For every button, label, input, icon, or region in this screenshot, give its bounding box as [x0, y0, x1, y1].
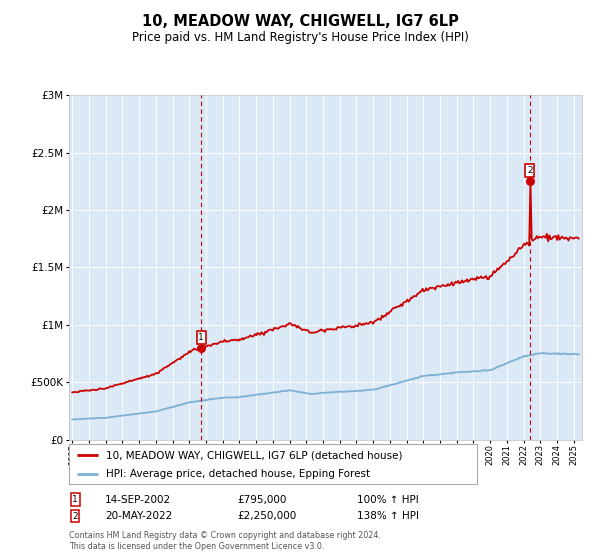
Text: 2: 2 — [527, 166, 533, 175]
Text: 10, MEADOW WAY, CHIGWELL, IG7 6LP: 10, MEADOW WAY, CHIGWELL, IG7 6LP — [142, 14, 458, 29]
Text: £2,250,000: £2,250,000 — [237, 511, 296, 521]
Text: This data is licensed under the Open Government Licence v3.0.: This data is licensed under the Open Gov… — [69, 542, 325, 550]
Text: £795,000: £795,000 — [237, 494, 286, 505]
Text: 1: 1 — [72, 495, 78, 504]
Text: 2: 2 — [72, 512, 78, 521]
Text: Contains HM Land Registry data © Crown copyright and database right 2024.: Contains HM Land Registry data © Crown c… — [69, 531, 381, 540]
Text: 14-SEP-2002: 14-SEP-2002 — [105, 494, 171, 505]
Text: 20-MAY-2022: 20-MAY-2022 — [105, 511, 172, 521]
Text: 10, MEADOW WAY, CHIGWELL, IG7 6LP (detached house): 10, MEADOW WAY, CHIGWELL, IG7 6LP (detac… — [106, 450, 402, 460]
Text: 138% ↑ HPI: 138% ↑ HPI — [357, 511, 419, 521]
Text: Price paid vs. HM Land Registry's House Price Index (HPI): Price paid vs. HM Land Registry's House … — [131, 31, 469, 44]
Text: 1: 1 — [199, 333, 204, 342]
Text: HPI: Average price, detached house, Epping Forest: HPI: Average price, detached house, Eppi… — [106, 469, 370, 479]
Text: 100% ↑ HPI: 100% ↑ HPI — [357, 494, 419, 505]
